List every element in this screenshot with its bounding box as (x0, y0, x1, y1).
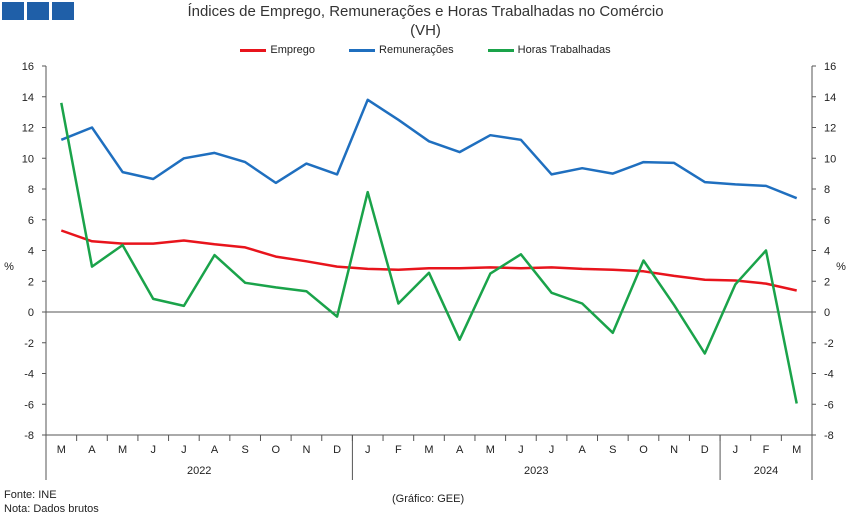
chart-title: Índices de Emprego, Remunerações e Horas… (0, 2, 851, 40)
y-axis-label-right: % (836, 261, 846, 273)
x-tick-label: S (609, 444, 616, 456)
logo-square (27, 2, 49, 20)
x-tick-label: M (792, 444, 801, 456)
x-tick-label: M (57, 444, 66, 456)
y-tick-label-right: 2 (824, 276, 830, 288)
x-tick-label: J (733, 444, 739, 456)
y-tick-label-right: 0 (824, 307, 830, 319)
y-tick-label-right: -4 (824, 369, 834, 381)
legend-swatch (487, 48, 514, 52)
gee-logo (2, 2, 74, 20)
chart-legend: Emprego Remunerações Horas Trabalhadas (0, 44, 851, 56)
y-tick-label-left: 2 (28, 276, 34, 288)
y-tick-label-left: 4 (28, 246, 34, 258)
x-tick-label: M (118, 444, 127, 456)
x-tick-label: A (456, 444, 464, 456)
y-tick-label-right: 8 (824, 184, 830, 196)
logo-square (52, 2, 74, 20)
x-tick-label: D (701, 444, 709, 456)
footer-notes: Fonte: INE Nota: Dados brutos (4, 488, 99, 516)
x-tick-label: A (88, 444, 96, 456)
legend-label: Emprego (270, 44, 316, 56)
legend-swatch (240, 48, 267, 52)
legend-item: Emprego (240, 44, 315, 56)
y-tick-label-left: -8 (24, 430, 34, 442)
x-tick-label: O (639, 444, 648, 456)
x-tick-label: M (424, 444, 433, 456)
y-tick-label-right: -2 (824, 338, 834, 350)
x-tick-label: F (763, 444, 770, 456)
year-label: 2024 (754, 465, 778, 477)
y-axis-label-left: % (4, 261, 14, 273)
legend-label: Horas Trabalhadas (517, 44, 611, 56)
x-tick-label: J (518, 444, 524, 456)
legend-label: Remunerações (379, 44, 454, 56)
source-note: Fonte: INE (4, 489, 57, 501)
logo-square (2, 2, 24, 20)
y-tick-label-left: 10 (22, 153, 34, 165)
x-tick-label: J (365, 444, 371, 456)
y-tick-label-left: 6 (28, 215, 34, 227)
y-tick-label-left: 14 (22, 92, 34, 104)
y-tick-label-right: 10 (824, 153, 836, 165)
x-tick-label: J (150, 444, 156, 456)
y-tick-label-left: 0 (28, 307, 34, 319)
y-tick-label-left: 8 (28, 184, 34, 196)
y-tick-label-right: 12 (824, 123, 836, 135)
x-tick-label: S (241, 444, 248, 456)
y-tick-label-right: 14 (824, 92, 836, 104)
x-tick-label: A (579, 444, 587, 456)
x-tick-label: M (486, 444, 495, 456)
x-tick-label: J (181, 444, 187, 456)
y-tick-label-right: -6 (824, 399, 834, 411)
x-tick-label: D (333, 444, 341, 456)
year-label: 2022 (187, 465, 211, 477)
x-tick-label: N (302, 444, 310, 456)
y-tick-label-left: -6 (24, 399, 34, 411)
chart-title-text: Índices de Emprego, Remunerações e Horas… (187, 3, 664, 20)
y-tick-label-left: -4 (24, 369, 34, 381)
legend-item: Remunerações (349, 44, 454, 56)
data-note: Nota: Dados brutos (4, 503, 99, 515)
y-tick-label-right: 16 (824, 61, 836, 73)
x-tick-label: N (670, 444, 678, 456)
y-tick-label-right: -8 (824, 430, 834, 442)
series-line-emprego (60, 229, 797, 292)
y-tick-label-left: -2 (24, 338, 34, 350)
chart-subtitle: (VH) (410, 22, 441, 39)
x-tick-label: J (549, 444, 555, 456)
legend-swatch (349, 48, 376, 52)
x-tick-label: A (211, 444, 219, 456)
y-tick-label-left: 16 (22, 61, 34, 73)
y-tick-label-right: 4 (824, 246, 830, 258)
legend-item: Horas Trabalhadas (487, 44, 611, 56)
chart-credit: (Gráfico: GEE) (392, 493, 465, 505)
series-line-remunera-es (60, 98, 798, 200)
year-label: 2023 (524, 465, 548, 477)
x-tick-label: F (395, 444, 402, 456)
series-line-horas-trabalhadas (60, 102, 798, 404)
x-tick-label: O (272, 444, 281, 456)
y-tick-label-right: 6 (824, 215, 830, 227)
y-tick-label-left: 12 (22, 123, 34, 135)
